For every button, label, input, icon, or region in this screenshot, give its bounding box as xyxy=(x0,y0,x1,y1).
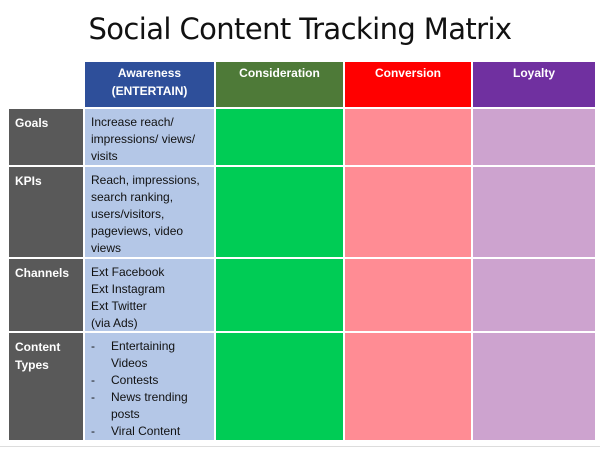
bullet-dash: - xyxy=(91,390,95,404)
cell-text-line: impressions/ views/ xyxy=(91,132,196,146)
list-item-line: Viral Content xyxy=(111,424,181,438)
cell-kpis-awareness: Reach, impressions, search ranking, user… xyxy=(84,166,215,258)
list-item-line: posts xyxy=(111,407,140,421)
cell-channels-consideration xyxy=(215,258,344,332)
tracking-matrix: Awareness (ENTERTAIN) Consideration Conv… xyxy=(8,61,596,441)
cell-text-line: (via Ads) xyxy=(91,316,138,330)
cell-content-types-loyalty xyxy=(472,332,596,441)
header-corner xyxy=(8,61,84,108)
row-header-content-types-line1: Content xyxy=(15,340,61,354)
list-item-line: News trending xyxy=(111,390,188,404)
cell-content-types-awareness: - Entertaining Videos - Contests - News … xyxy=(84,332,215,441)
column-header-loyalty-label: Loyalty xyxy=(512,66,555,80)
column-header-awareness: Awareness (ENTERTAIN) xyxy=(84,61,215,108)
row-header-goals-label: Goals xyxy=(15,116,49,130)
row-header-channels: Channels xyxy=(8,258,84,332)
cell-goals-consideration xyxy=(215,108,344,166)
list-item-line: Videos xyxy=(111,356,148,370)
bottom-divider xyxy=(0,446,600,447)
bullet-dash: - xyxy=(91,373,95,387)
cell-text-line: views xyxy=(91,241,122,255)
row-header-goals: Goals xyxy=(8,108,84,166)
cell-kpis-loyalty xyxy=(472,166,596,258)
content-types-list: - Entertaining Videos - Contests - News … xyxy=(91,338,210,440)
list-item: - News trending posts xyxy=(91,389,210,423)
cell-goals-awareness: Increase reach/ impressions/ views/ visi… xyxy=(84,108,215,166)
cell-text-line: Ext Facebook xyxy=(91,265,165,279)
row-header-content-types-line2: Types xyxy=(15,358,49,372)
cell-kpis-conversion xyxy=(344,166,472,258)
bullet-dash: - xyxy=(91,339,95,353)
cell-kpis-consideration xyxy=(215,166,344,258)
list-item-line: Entertaining xyxy=(111,339,176,353)
column-header-consideration-label: Consideration xyxy=(239,66,320,80)
column-header-conversion: Conversion xyxy=(344,61,472,108)
row-header-content-types: Content Types xyxy=(8,332,84,441)
cell-goals-conversion xyxy=(344,108,472,166)
list-item: - Entertaining Videos xyxy=(91,338,210,372)
cell-channels-loyalty xyxy=(472,258,596,332)
page-title: Social Content Tracking Matrix xyxy=(88,12,512,46)
column-header-awareness-line1: Awareness xyxy=(117,66,182,80)
bullet-dash: - xyxy=(91,424,95,438)
list-item: - Contests xyxy=(91,372,210,389)
cell-text-line: Ext Instagram xyxy=(91,282,166,296)
cell-text-line: Reach, impressions, xyxy=(91,173,200,187)
list-item: - Viral Content xyxy=(91,423,210,440)
cell-content-types-consideration xyxy=(215,332,344,441)
row-header-kpis: KPIs xyxy=(8,166,84,258)
column-header-awareness-line2: (ENTERTAIN) xyxy=(111,84,188,98)
cell-goals-loyalty xyxy=(472,108,596,166)
row-header-kpis-label: KPIs xyxy=(15,174,42,188)
column-header-conversion-label: Conversion xyxy=(374,66,441,80)
column-header-loyalty: Loyalty xyxy=(472,61,596,108)
row-header-channels-label: Channels xyxy=(15,266,70,280)
cell-channels-awareness: Ext Facebook Ext Instagram Ext Twitter (… xyxy=(84,258,215,332)
cell-text-line: search ranking, xyxy=(91,190,174,204)
cell-text-line: pageviews, video xyxy=(91,224,184,238)
column-header-consideration: Consideration xyxy=(215,61,344,108)
cell-text-line: Ext Twitter xyxy=(91,299,147,313)
cell-content-types-conversion xyxy=(344,332,472,441)
cell-text-line: visits xyxy=(91,149,118,163)
cell-text-line: users/visitors, xyxy=(91,207,165,221)
cell-text-line: Increase reach/ xyxy=(91,115,174,129)
cell-channels-conversion xyxy=(344,258,472,332)
list-item-line: Contests xyxy=(111,373,159,387)
